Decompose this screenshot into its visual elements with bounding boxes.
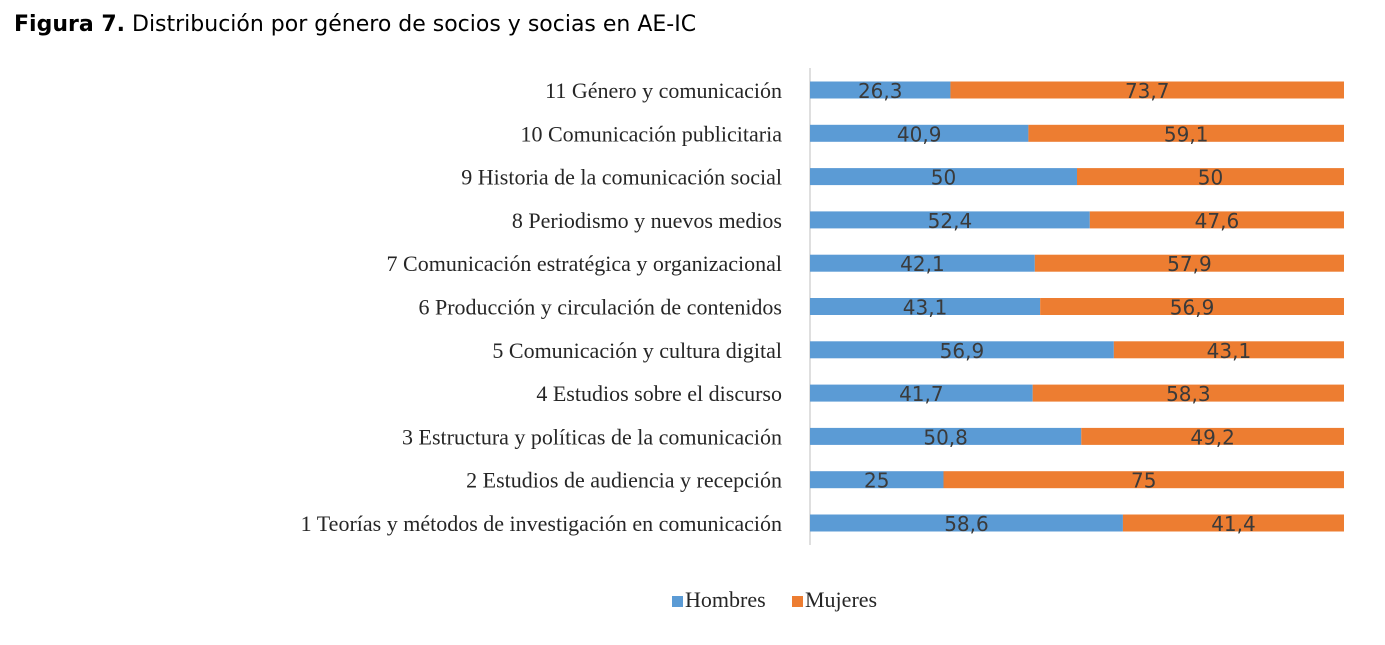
data-label-hombres: 25 xyxy=(864,469,889,493)
category-label: 10 Comunicación publicitaria xyxy=(521,121,783,146)
data-label-hombres: 42,1 xyxy=(900,252,945,276)
bar-hombres xyxy=(810,427,1082,445)
data-label-mujeres: 41,4 xyxy=(1211,512,1256,536)
legend: Hombres Mujeres xyxy=(672,587,877,612)
data-label-mujeres: 73,7 xyxy=(1125,79,1170,103)
category-label: 1 Teorías y métodos de investigación en … xyxy=(301,511,782,536)
bar-hombres xyxy=(810,254,1035,272)
data-label-hombres: 41,7 xyxy=(899,382,944,406)
figure-label: Figura 7. xyxy=(14,12,125,37)
category-label: 3 Estructura y políticas de la comunicac… xyxy=(402,424,782,449)
category-label: 7 Comunicación estratégica y organizacio… xyxy=(387,251,782,276)
bar-hombres xyxy=(810,514,1123,532)
data-label-mujeres: 47,6 xyxy=(1195,209,1240,233)
figure-caption: Figura 7. Distribución por género de soc… xyxy=(14,12,696,37)
bar-hombres xyxy=(810,298,1041,315)
bar-hombres xyxy=(810,341,1114,359)
legend-swatch-mujeres xyxy=(792,596,803,607)
category-label: 5 Comunicación y cultura digital xyxy=(492,338,782,363)
bar-hombres xyxy=(810,168,1077,186)
bar-mujeres xyxy=(1028,124,1344,142)
category-label: 8 Periodismo y nuevos medios xyxy=(512,208,782,233)
data-label-mujeres: 75 xyxy=(1131,469,1156,493)
data-label-hombres: 43,1 xyxy=(903,296,948,320)
data-label-hombres: 50,8 xyxy=(923,425,968,449)
data-label-hombres: 40,9 xyxy=(897,122,942,146)
bar-mujeres xyxy=(1113,341,1344,359)
bar-mujeres xyxy=(950,81,1344,99)
bar-hombres xyxy=(810,124,1029,142)
bar-mujeres xyxy=(1040,298,1344,315)
data-label-mujeres: 57,9 xyxy=(1167,252,1212,276)
data-label-hombres: 58,6 xyxy=(944,512,989,536)
bar-mujeres xyxy=(1122,514,1344,532)
bar-hombres xyxy=(810,384,1033,402)
category-label: 4 Estudios sobre el discurso xyxy=(536,381,782,406)
data-label-mujeres: 43,1 xyxy=(1207,339,1252,363)
bar-mujeres xyxy=(1077,168,1344,186)
bar-mujeres xyxy=(1081,427,1344,445)
bar-mujeres xyxy=(1089,211,1344,229)
data-label-hombres: 26,3 xyxy=(858,79,903,103)
bar-mujeres xyxy=(943,471,1344,489)
data-label-mujeres: 56,9 xyxy=(1170,296,1215,320)
category-label: 6 Producción y circulación de contenidos xyxy=(418,295,782,320)
bar-hombres xyxy=(810,211,1090,229)
category-label: 9 Historia de la comunicación social xyxy=(461,165,782,190)
data-label-mujeres: 50 xyxy=(1198,166,1223,190)
figure-caption-text: Distribución por género de socios y soci… xyxy=(132,12,697,37)
legend-label-mujeres: Mujeres xyxy=(805,587,877,612)
category-label: 2 Estudios de audiencia y recepción xyxy=(466,468,782,493)
data-label-hombres: 50 xyxy=(931,166,956,190)
bar-hombres xyxy=(810,81,951,99)
plot-area: 11 Género y comunicación 26,3 73,7 10 Comun… xyxy=(301,68,1344,545)
data-label-mujeres: 49,2 xyxy=(1190,425,1235,449)
data-label-hombres: 56,9 xyxy=(940,339,985,363)
data-label-hombres: 52,4 xyxy=(928,209,973,233)
data-label-mujeres: 59,1 xyxy=(1164,122,1209,146)
bar-hombres xyxy=(810,471,944,489)
category-label: 11 Género y comunicación xyxy=(545,78,782,103)
legend-swatch-hombres xyxy=(672,596,683,607)
legend-label-hombres: Hombres xyxy=(685,587,766,612)
bar-mujeres xyxy=(1032,384,1344,402)
bar-mujeres xyxy=(1034,254,1344,272)
data-label-mujeres: 58,3 xyxy=(1166,382,1211,406)
